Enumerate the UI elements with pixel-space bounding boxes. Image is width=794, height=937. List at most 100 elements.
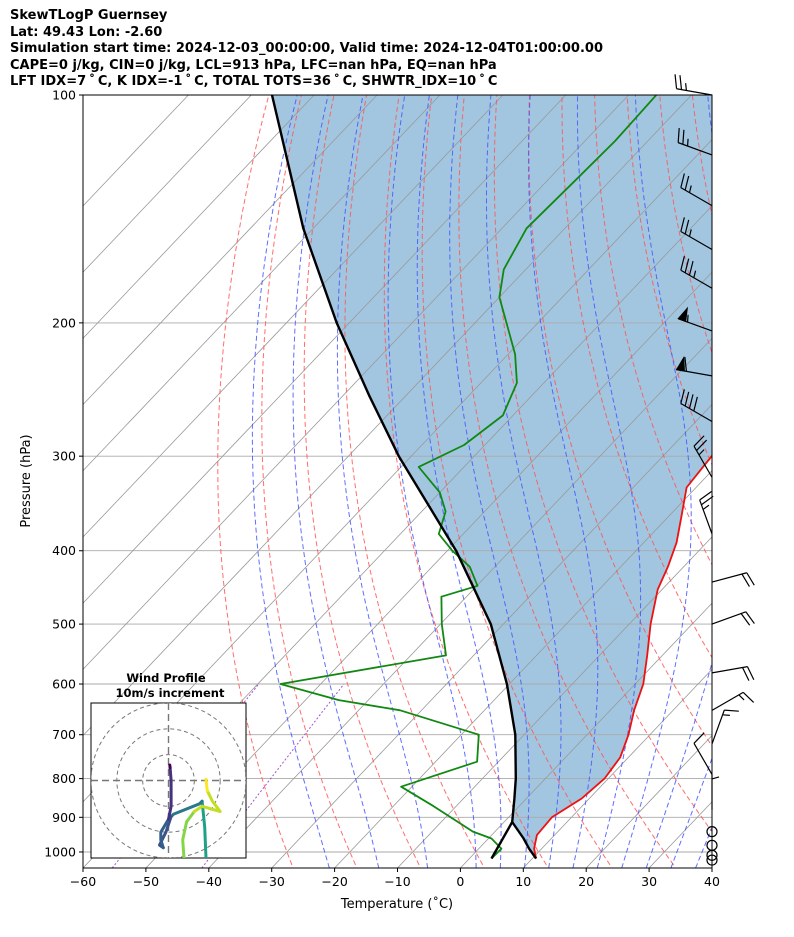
barb-half-feather	[693, 270, 697, 278]
isotherm-line	[83, 95, 441, 472]
x-tick-label: 0	[456, 874, 464, 889]
barb-feather	[680, 173, 685, 188]
wind-barb	[677, 128, 713, 156]
axis-ticks: −60 −50 −40 −30 −20 −10 0 10 20 30 40 100 200 300 400 5…	[44, 88, 720, 890]
hodograph-trace	[204, 777, 209, 793]
barb-feather	[688, 260, 694, 276]
dry-adiabat	[344, 95, 484, 866]
isotherm-line	[83, 95, 378, 406]
barb-feather	[724, 709, 739, 712]
chart-header: SkewTLogP Guernsey Lat: 49.43 Lon: -2.60…	[10, 8, 603, 91]
barb-staff	[676, 88, 713, 96]
barb-feather	[740, 613, 751, 626]
barb-feather	[679, 75, 683, 90]
barb-half-feather	[688, 229, 692, 237]
dry-adiabat	[758, 95, 794, 865]
y-tick-label: 900	[52, 810, 76, 825]
barb-feather	[742, 691, 755, 703]
barb-feather	[745, 611, 755, 624]
barb-feather	[684, 219, 690, 235]
index-label: LFT IDX=7 ˚ C, K IDX=-1 ˚ C, TOTAL TOTS=…	[10, 74, 498, 89]
moist-adiabat	[292, 95, 380, 868]
barb-staff	[680, 269, 713, 289]
barb-half-feather	[702, 504, 710, 510]
x-tick-label: −30	[259, 874, 285, 889]
x-tick-label: −10	[384, 874, 410, 889]
x-tick-label: 10	[515, 874, 531, 889]
isotherm-line	[145, 271, 712, 868]
barb-feather	[746, 572, 755, 586]
isotherm-line	[711, 867, 712, 868]
isotherm-line	[334, 470, 712, 868]
barb-staff	[680, 187, 713, 207]
barb-feather	[682, 129, 685, 145]
moist-adiabat	[621, 95, 692, 868]
dry-adiabat	[594, 95, 712, 566]
y-tick-label: 1000	[44, 844, 76, 859]
barb-feather	[684, 356, 687, 372]
profile-lines	[270, 95, 712, 860]
parcel-line	[270, 95, 538, 860]
y-tick-label: 700	[52, 727, 76, 742]
y-tick-label: 300	[52, 449, 76, 464]
isotherm-line	[83, 95, 504, 538]
barb-half-feather	[686, 314, 689, 323]
time-label: Simulation start time: 2024-12-03_00:00:…	[10, 41, 603, 56]
isotherm-line	[585, 734, 712, 868]
barb-feather	[680, 217, 685, 232]
hodograph-trace	[192, 789, 222, 813]
barb-feather	[677, 128, 680, 143]
barb-half-feather	[698, 449, 705, 456]
y-tick-label: 500	[52, 617, 76, 632]
x-tick-label: 30	[641, 874, 657, 889]
moist-adiabat	[528, 95, 599, 868]
isotherm-line	[83, 95, 315, 339]
location-label: Lat: 49.43 Lon: -2.60	[10, 24, 163, 40]
barb-staff	[693, 742, 713, 775]
barb-staff	[680, 403, 713, 423]
wind-barb	[711, 611, 755, 626]
y-tick-label: 400	[52, 543, 76, 558]
wind-barb	[711, 773, 720, 810]
wind-barb	[711, 572, 755, 587]
moist-adiabat	[486, 95, 562, 868]
temperature-line	[533, 454, 712, 859]
x-axis-label: Temperature (˚C)	[340, 896, 453, 912]
y-tick-label: 800	[52, 771, 76, 786]
barb-feather	[741, 573, 750, 587]
wind-barb	[680, 255, 713, 289]
isotherm-line	[83, 95, 629, 670]
barb-staff	[711, 709, 725, 745]
x-tick-label: −40	[196, 874, 222, 889]
moist-adiabat	[449, 95, 530, 868]
barb-staff	[680, 230, 713, 251]
wind-barb	[677, 306, 713, 332]
y-axis-label: Pressure (hPa)	[19, 434, 34, 527]
dry-adiabat	[303, 95, 420, 866]
wind-barb	[693, 435, 713, 478]
moist-adiabat	[387, 95, 477, 868]
isotherm-line	[523, 668, 712, 868]
barb-feather	[701, 495, 714, 506]
hodograph-trace	[167, 766, 173, 821]
barb-staff	[711, 572, 747, 583]
dry-adiabat	[458, 95, 675, 866]
dry-adiabat	[659, 95, 712, 355]
barb-feather	[693, 396, 698, 412]
cape-label: CAPE=0 j/kg, CIN=0 j/kg, LCL=913 hPa, LF…	[10, 57, 497, 73]
barb-staff	[677, 142, 713, 156]
wind-barb	[675, 356, 713, 377]
isotherm-line	[460, 602, 712, 868]
barb-feather	[688, 394, 694, 409]
dry-adiabat	[790, 95, 794, 865]
dry-adiabat	[217, 95, 293, 866]
barb-feather	[674, 74, 678, 89]
moist-adiabat	[645, 95, 712, 868]
barb-feather	[684, 391, 690, 407]
chart-title: SkewTLogP Guernsey	[10, 8, 168, 23]
moist-adiabat	[576, 95, 642, 868]
wind-barb	[680, 217, 713, 251]
x-tick-label: 40	[704, 874, 720, 889]
wind-barb	[680, 389, 713, 423]
wind-barb	[680, 173, 713, 207]
